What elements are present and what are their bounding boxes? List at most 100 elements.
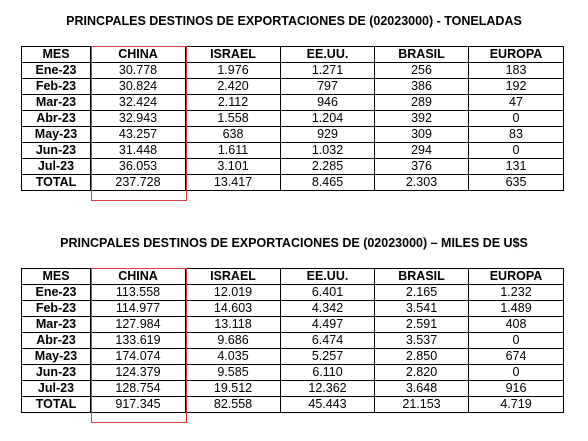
value-cell: 0 [468, 110, 564, 127]
value-cell: 19.512 [185, 380, 281, 397]
value-cell: 30.778 [90, 62, 186, 79]
table-row: Jun-23 124.379 9.585 6.110 2.820 0 [21, 364, 564, 381]
table-title-toneladas: PRINCPALES DESTINOS DE EXPORTACIONES DE … [66, 14, 522, 28]
table-row: Feb-23 30.824 2.420 797 386 192 [21, 78, 564, 95]
value-cell: 32.424 [90, 94, 186, 111]
table-row: May-23 43.257 638 929 309 83 [21, 126, 564, 143]
exports-usd-table: MES CHINA ISRAEL EE.UU. BRASIL EUROPA Ene-23 1… [21, 268, 564, 413]
table-row: Abr-23 133.619 9.686 6.474 3.537 0 [21, 332, 564, 349]
value-cell: 3.537 [374, 332, 469, 349]
column-header-mes: MES [21, 46, 91, 63]
table-row: Feb-23 114.977 14.603 4.342 3.541 1.489 [21, 300, 564, 317]
column-header-china: CHINA [90, 46, 186, 63]
value-cell: 8.465 [280, 174, 375, 191]
value-cell: 2.820 [374, 364, 469, 381]
total-row: TOTAL 917.345 82.558 45.443 21.153 4.719 [21, 396, 564, 413]
value-cell: 192 [468, 78, 564, 95]
value-cell: 309 [374, 126, 469, 143]
column-header-israel: ISRAEL [185, 268, 281, 285]
value-cell: 3.101 [185, 158, 281, 175]
value-cell: 21.153 [374, 396, 469, 413]
column-header-china: CHINA [90, 268, 186, 285]
value-cell: 9.686 [185, 332, 281, 349]
value-cell: 114.977 [90, 300, 186, 317]
value-cell: 0 [468, 142, 564, 159]
table-row: May-23 174.074 4.035 5.257 2.850 674 [21, 348, 564, 365]
value-cell: 797 [280, 78, 375, 95]
value-cell: 0 [468, 364, 564, 381]
value-cell: 6.474 [280, 332, 375, 349]
exports-tonnes-table: MES CHINA ISRAEL EE.UU. BRASIL EUROPA Ene-23 3… [21, 46, 564, 191]
month-cell: Ene-23 [21, 284, 91, 301]
value-cell: 12.019 [185, 284, 281, 301]
month-cell: TOTAL [21, 396, 91, 413]
value-cell: 127.984 [90, 316, 186, 333]
value-cell: 376 [374, 158, 469, 175]
month-cell: Mar-23 [21, 316, 91, 333]
column-header-brasil: BRASIL [374, 268, 469, 285]
value-cell: 133.619 [90, 332, 186, 349]
value-cell: 2.850 [374, 348, 469, 365]
value-cell: 6.401 [280, 284, 375, 301]
value-cell: 183 [468, 62, 564, 79]
value-cell: 32.943 [90, 110, 186, 127]
table-header-row: MES CHINA ISRAEL EE.UU. BRASIL EUROPA [21, 46, 564, 63]
value-cell: 638 [185, 126, 281, 143]
value-cell: 2.420 [185, 78, 281, 95]
column-header-israel: ISRAEL [185, 46, 281, 63]
column-header-eeuu: EE.UU. [280, 46, 375, 63]
value-cell: 6.110 [280, 364, 375, 381]
table-row: Jul-23 128.754 19.512 12.362 3.648 916 [21, 380, 564, 397]
value-cell: 4.497 [280, 316, 375, 333]
value-cell: 113.558 [90, 284, 186, 301]
value-cell: 12.362 [280, 380, 375, 397]
value-cell: 946 [280, 94, 375, 111]
value-cell: 3.541 [374, 300, 469, 317]
value-cell: 386 [374, 78, 469, 95]
value-cell: 4.719 [468, 396, 564, 413]
value-cell: 5.257 [280, 348, 375, 365]
value-cell: 289 [374, 94, 469, 111]
month-cell: Jun-23 [21, 364, 91, 381]
value-cell: 1.976 [185, 62, 281, 79]
value-cell: 635 [468, 174, 564, 191]
value-cell: 9.585 [185, 364, 281, 381]
value-cell: 1.611 [185, 142, 281, 159]
month-cell: May-23 [21, 126, 91, 143]
table-row: Abr-23 32.943 1.558 1.204 392 0 [21, 110, 564, 127]
month-cell: TOTAL [21, 174, 91, 191]
column-header-europa: EUROPA [468, 46, 564, 63]
value-cell: 2.591 [374, 316, 469, 333]
value-cell: 1.032 [280, 142, 375, 159]
value-cell: 3.648 [374, 380, 469, 397]
value-cell: 2.112 [185, 94, 281, 111]
table-row: Jul-23 36.053 3.101 2.285 376 131 [21, 158, 564, 175]
column-header-brasil: BRASIL [374, 46, 469, 63]
value-cell: 82.558 [185, 396, 281, 413]
value-cell: 2.303 [374, 174, 469, 191]
month-cell: May-23 [21, 348, 91, 365]
value-cell: 174.074 [90, 348, 186, 365]
month-cell: Jul-23 [21, 158, 91, 175]
value-cell: 45.443 [280, 396, 375, 413]
month-cell: Feb-23 [21, 300, 91, 317]
value-cell: 2.285 [280, 158, 375, 175]
value-cell: 1.558 [185, 110, 281, 127]
table-row: Mar-23 32.424 2.112 946 289 47 [21, 94, 564, 111]
value-cell: 30.824 [90, 78, 186, 95]
value-cell: 408 [468, 316, 564, 333]
value-cell: 294 [374, 142, 469, 159]
month-cell: Jul-23 [21, 380, 91, 397]
value-cell: 128.754 [90, 380, 186, 397]
value-cell: 1.204 [280, 110, 375, 127]
value-cell: 14.603 [185, 300, 281, 317]
value-cell: 392 [374, 110, 469, 127]
value-cell: 4.342 [280, 300, 375, 317]
column-header-mes: MES [21, 268, 91, 285]
column-header-europa: EUROPA [468, 268, 564, 285]
value-cell: 83 [468, 126, 564, 143]
table-row: Ene-23 113.558 12.019 6.401 2.165 1.232 [21, 284, 564, 301]
value-cell: 0 [468, 332, 564, 349]
value-cell: 13.417 [185, 174, 281, 191]
value-cell: 256 [374, 62, 469, 79]
